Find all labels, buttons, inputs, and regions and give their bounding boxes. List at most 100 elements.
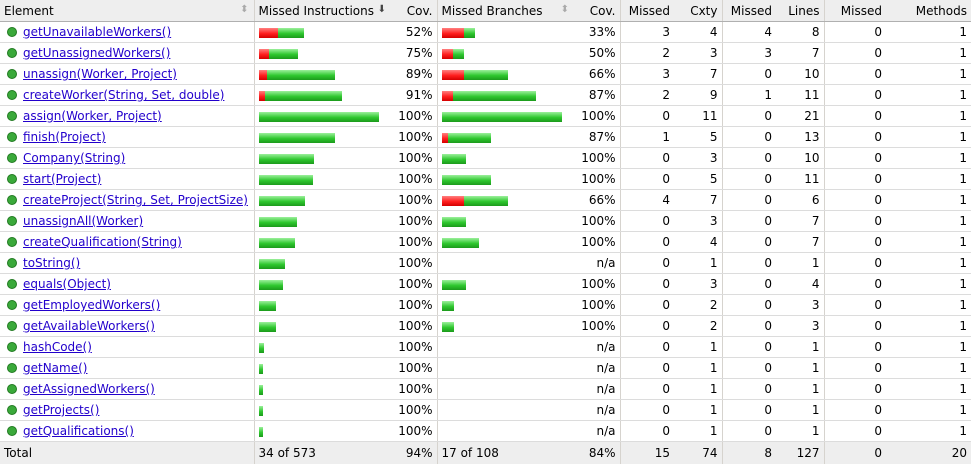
missed-instructions-cell xyxy=(253,126,391,148)
missed-methods-value: 0 xyxy=(823,357,886,379)
column-header-missed-lines[interactable]: Missed xyxy=(721,0,776,22)
method-link[interactable]: getUnavailableWorkers() xyxy=(23,25,172,39)
element-cell: unassignAll(Worker) xyxy=(0,210,254,232)
table-row: Company(String) 100% 100% 0 3 0 10 0 1 xyxy=(0,147,971,169)
method-link[interactable]: finish(Project) xyxy=(23,130,106,144)
method-link[interactable]: getUnassignedWorkers() xyxy=(23,46,171,60)
complexity-value: 2 xyxy=(674,315,722,337)
method-link[interactable]: Company(String) xyxy=(23,151,126,165)
lines-value: 3 xyxy=(776,294,824,316)
column-header-missed-complexity[interactable]: Missed xyxy=(619,0,674,22)
branch-coverage-value: n/a xyxy=(574,378,620,400)
branch-covered-segment xyxy=(441,237,479,248)
instruction-coverage-value: 100% xyxy=(391,294,437,316)
branch-coverage-value: n/a xyxy=(574,399,620,421)
method-icon xyxy=(7,68,17,79)
method-link[interactable]: getProjects() xyxy=(23,403,100,417)
missed-lines-value: 0 xyxy=(721,315,776,337)
header-label: Lines xyxy=(788,3,820,18)
method-link[interactable]: createQualification(String) xyxy=(23,235,182,249)
branch-coverage-value: 33% xyxy=(574,21,620,43)
column-header-methods[interactable]: Methods xyxy=(886,0,971,22)
missed-methods-value: 0 xyxy=(823,273,886,295)
header-label: Cov. xyxy=(406,3,433,18)
method-icon xyxy=(7,362,17,373)
missed-lines-value: 4 xyxy=(721,21,776,43)
method-icon xyxy=(7,26,17,37)
method-icon xyxy=(7,299,17,310)
method-link[interactable]: hashCode() xyxy=(23,340,92,354)
column-header-missed-methods[interactable]: Missed xyxy=(823,0,886,22)
method-link[interactable]: getQualifications() xyxy=(23,424,134,438)
table-row: unassignAll(Worker) 100% 100% 0 3 0 7 0 … xyxy=(0,210,971,232)
method-link[interactable]: unassignAll(Worker) xyxy=(23,214,144,228)
method-link[interactable]: start(Project) xyxy=(23,172,102,186)
method-link[interactable]: getName() xyxy=(23,361,88,375)
branch-coverage-bar xyxy=(441,300,454,311)
table-row: getUnavailableWorkers() 52% 33% 3 4 4 8 … xyxy=(0,21,971,43)
header-label: Missed xyxy=(730,3,772,18)
methods-value: 1 xyxy=(886,84,971,106)
methods-value: 1 xyxy=(886,357,971,379)
method-link[interactable]: getAvailableWorkers() xyxy=(23,319,155,333)
method-icon xyxy=(7,341,17,352)
method-link[interactable]: toString() xyxy=(23,256,81,270)
branch-coverage-value: 66% xyxy=(574,189,620,211)
method-icon xyxy=(7,383,17,394)
method-link[interactable]: getAssignedWorkers() xyxy=(23,382,155,396)
column-header-missed-branches[interactable]: Missed Branches ⬍ xyxy=(436,0,574,22)
instruction-missed-segment xyxy=(258,69,267,80)
missed-methods-value: 0 xyxy=(823,315,886,337)
method-link[interactable]: createWorker(String, Set, double) xyxy=(23,88,225,102)
method-icon xyxy=(7,131,17,142)
missed-branches-cell xyxy=(436,420,574,442)
methods-value: 1 xyxy=(886,189,971,211)
instruction-coverage-value: 100% xyxy=(391,273,437,295)
missed-complexity-value: 2 xyxy=(619,84,674,106)
header-label: Cov. xyxy=(589,3,616,18)
branch-covered-segment xyxy=(463,69,508,80)
branch-coverage-value: n/a xyxy=(574,357,620,379)
missed-methods-value: 0 xyxy=(823,63,886,85)
missed-complexity-value: 4 xyxy=(619,189,674,211)
instruction-coverage-value: 100% xyxy=(391,210,437,232)
instruction-coverage-value: 100% xyxy=(391,399,437,421)
element-cell: finish(Project) xyxy=(0,126,254,148)
complexity-value: 3 xyxy=(674,42,722,64)
column-header-branch-coverage[interactable]: Cov. xyxy=(574,0,620,22)
table-row: getName() 100% n/a 0 1 0 1 0 1 xyxy=(0,357,971,379)
method-icon xyxy=(7,320,17,331)
total-lines: 127 xyxy=(776,441,824,464)
complexity-value: 1 xyxy=(674,252,722,274)
branch-covered-segment xyxy=(441,321,454,332)
missed-complexity-value: 2 xyxy=(619,42,674,64)
column-header-lines[interactable]: Lines xyxy=(776,0,824,22)
branch-coverage-bar xyxy=(441,216,466,227)
missed-lines-value: 0 xyxy=(721,126,776,148)
instruction-coverage-bar xyxy=(258,132,335,143)
column-header-missed-instructions[interactable]: Missed Instructions ⬇ xyxy=(253,0,391,22)
missed-instructions-cell xyxy=(253,21,391,43)
instruction-covered-segment xyxy=(258,111,379,122)
method-link[interactable]: assign(Worker, Project) xyxy=(23,109,162,123)
method-link[interactable]: createProject(String, Set, ProjectSize) xyxy=(23,193,248,207)
missed-methods-value: 0 xyxy=(823,210,886,232)
missed-complexity-value: 0 xyxy=(619,315,674,337)
missed-instructions-cell xyxy=(253,210,391,232)
lines-value: 6 xyxy=(776,189,824,211)
column-header-element[interactable]: Element ⬍ xyxy=(0,0,254,22)
method-link[interactable]: unassign(Worker, Project) xyxy=(23,67,177,81)
column-header-complexity[interactable]: Cxty xyxy=(674,0,722,22)
lines-value: 13 xyxy=(776,126,824,148)
missed-lines-value: 0 xyxy=(721,294,776,316)
missed-lines-value: 0 xyxy=(721,420,776,442)
missed-complexity-value: 0 xyxy=(619,336,674,358)
methods-value: 1 xyxy=(886,294,971,316)
instruction-coverage-value: 89% xyxy=(391,63,437,85)
instruction-missed-segment xyxy=(258,48,269,59)
branch-coverage-bar xyxy=(441,90,536,101)
instruction-coverage-value: 100% xyxy=(391,147,437,169)
method-link[interactable]: getEmployedWorkers() xyxy=(23,298,161,312)
column-header-instruction-coverage[interactable]: Cov. xyxy=(391,0,437,22)
method-link[interactable]: equals(Object) xyxy=(23,277,111,291)
